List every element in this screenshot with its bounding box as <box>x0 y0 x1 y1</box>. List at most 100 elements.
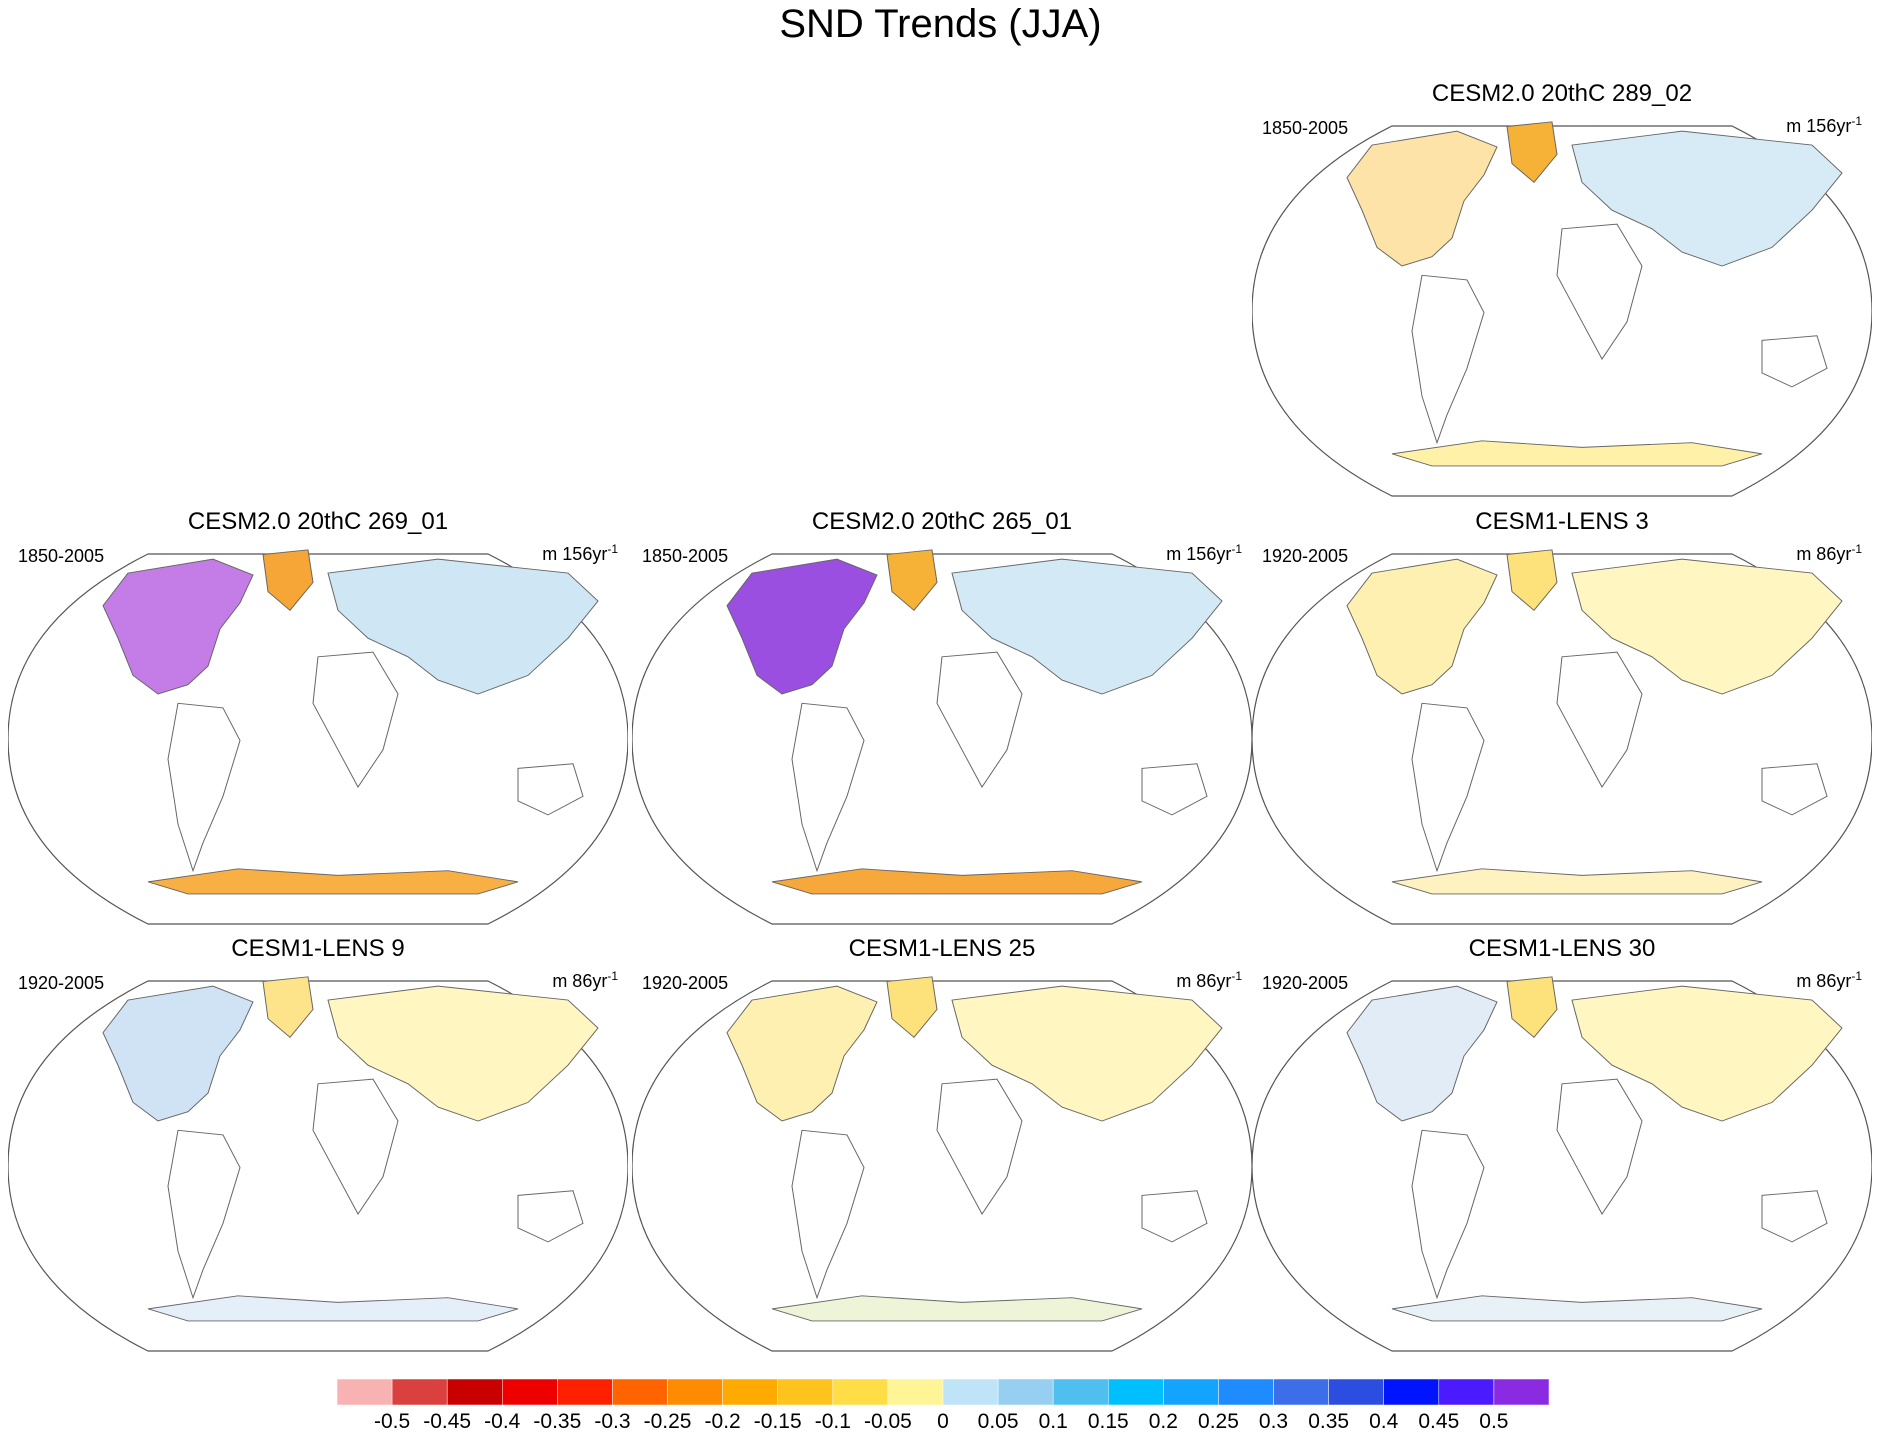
map-panel: CESM2.0 20thC 265_01 1850-2005 m 156yr-1 <box>632 508 1252 928</box>
landmass-north-america <box>1346 130 1498 267</box>
colorbar-swatch <box>557 1378 613 1406</box>
panel-period: 1850-2005 <box>642 546 729 566</box>
landmass-antarctica <box>1391 868 1763 895</box>
map-svg <box>1252 121 1872 497</box>
map-svg <box>8 976 628 1352</box>
colorbar-swatch <box>777 1378 834 1406</box>
landmass-eurasia <box>1571 985 1843 1122</box>
colorbar-swatch <box>1108 1378 1164 1406</box>
panel-units: m 86yr-1 <box>1796 542 1862 564</box>
colorbar-swatch <box>667 1378 723 1406</box>
colorbar-tick-label: 0.05 <box>977 1410 1019 1433</box>
panel-title: CESM1-LENS 3 <box>1475 508 1649 535</box>
colorbar-tick-label: -0.05 <box>863 1410 912 1433</box>
panel-units: m 156yr-1 <box>1166 542 1242 564</box>
landmass-africa <box>936 651 1023 788</box>
colorbar-tick-label: 0.4 <box>1369 1410 1399 1433</box>
panel-period: 1850-2005 <box>1262 118 1349 138</box>
panel-period: 1920-2005 <box>642 973 729 993</box>
landmass-greenland <box>886 549 938 611</box>
colorbar-tick-label: 0.25 <box>1198 1410 1239 1433</box>
landmass-antarctica <box>1391 440 1763 467</box>
panel-title: CESM2.0 20thC 269_01 <box>187 508 449 535</box>
panel-period: 1920-2005 <box>1262 546 1349 566</box>
landmass-south-america <box>1411 702 1485 873</box>
colorbar-swatch <box>502 1378 558 1406</box>
landmass-africa <box>1556 223 1643 360</box>
landmass-eurasia <box>327 558 599 695</box>
map-svg <box>1252 976 1872 1352</box>
landmass-north-america <box>726 985 878 1122</box>
landmass-eurasia <box>1571 558 1843 695</box>
panel-units: m 156yr-1 <box>542 542 618 564</box>
landmass-eurasia <box>951 985 1223 1122</box>
panel-units: m 86yr-1 <box>1176 969 1242 991</box>
panel-period: 1920-2005 <box>18 973 105 993</box>
map-panel: CESM1-LENS 30 1920-2005 m 86yr-1 <box>1252 935 1872 1355</box>
colorbar-swatch <box>1163 1378 1219 1406</box>
landmass-greenland <box>262 976 314 1038</box>
map-svg <box>632 976 1252 1352</box>
colorbar-tick-label: 0.2 <box>1148 1410 1178 1433</box>
colorbar-swatch <box>942 1378 999 1406</box>
panel-units: m 86yr-1 <box>552 969 618 991</box>
panel-title: CESM1-LENS 25 <box>848 935 1036 962</box>
panel-period: 1920-2005 <box>1262 973 1349 993</box>
colorbar-swatch <box>391 1378 448 1406</box>
landmass-south-america <box>791 702 865 873</box>
panel-title: CESM1-LENS 9 <box>231 935 405 962</box>
colorbar-swatch <box>832 1378 889 1406</box>
colorbar-tick-label: 0 <box>937 1410 949 1433</box>
colorbar-tick-label: -0.4 <box>484 1410 521 1433</box>
landmass-africa <box>936 1078 1023 1215</box>
map-svg <box>8 549 628 925</box>
colorbar-tick-label: 0.35 <box>1308 1410 1350 1433</box>
landmass-greenland <box>886 976 938 1038</box>
panel-period: 1850-2005 <box>18 546 105 566</box>
landmass-africa <box>1556 1078 1643 1215</box>
landmass-greenland <box>262 549 314 611</box>
map-svg <box>632 549 1252 925</box>
colorbar-tick-label: 0.15 <box>1087 1410 1129 1433</box>
colorbar-swatch <box>1383 1378 1440 1406</box>
colorbar-tick-label: 0.5 <box>1479 1410 1509 1433</box>
landmass-australia <box>1141 763 1208 816</box>
colorbar-tick-label: -0.2 <box>704 1410 741 1433</box>
landmass-greenland <box>1506 549 1558 611</box>
colorbar-swatch <box>1218 1378 1274 1406</box>
landmass-australia <box>1141 1190 1208 1243</box>
landmass-greenland <box>1506 121 1558 183</box>
colorbar-tick-label: 0.1 <box>1038 1410 1068 1433</box>
colorbar-tick-label: -0.25 <box>643 1410 692 1433</box>
colorbar-swatch <box>1328 1378 1384 1406</box>
colorbar-swatch <box>1273 1378 1329 1406</box>
landmass-africa <box>1556 651 1643 788</box>
colorbar-swatch <box>337 1378 393 1406</box>
colorbar-swatch <box>1438 1378 1495 1406</box>
map-panel: CESM1-LENS 25 1920-2005 m 86yr-1 <box>632 935 1252 1355</box>
landmass-north-america <box>102 558 254 695</box>
colorbar-tick-label: -0.15 <box>753 1410 802 1433</box>
colorbar-swatch <box>612 1378 668 1406</box>
landmass-south-america <box>167 702 241 873</box>
colorbar-swatch <box>887 1378 944 1406</box>
colorbar-tick-label: 0.3 <box>1258 1410 1289 1433</box>
landmass-south-america <box>167 1129 241 1300</box>
landmass-antarctica <box>771 868 1143 895</box>
colorbar-swatch <box>1052 1378 1109 1406</box>
landmass-north-america <box>102 985 254 1122</box>
panel-units: m 86yr-1 <box>1796 969 1862 991</box>
colorbar-tick-label: 0.45 <box>1418 1410 1460 1433</box>
landmass-australia <box>1761 763 1828 816</box>
landmass-antarctica <box>147 1295 519 1322</box>
colorbar-swatch <box>446 1378 503 1406</box>
landmass-antarctica <box>147 868 519 895</box>
map-svg <box>1252 549 1872 925</box>
colorbar <box>337 1378 1549 1406</box>
panel-title: CESM2.0 20thC 289_02 <box>1431 80 1693 107</box>
landmass-south-america <box>791 1129 865 1300</box>
landmass-eurasia <box>327 985 599 1122</box>
landmass-antarctica <box>771 1295 1143 1322</box>
landmass-eurasia <box>1571 130 1843 267</box>
colorbar-swatch <box>997 1378 1054 1406</box>
